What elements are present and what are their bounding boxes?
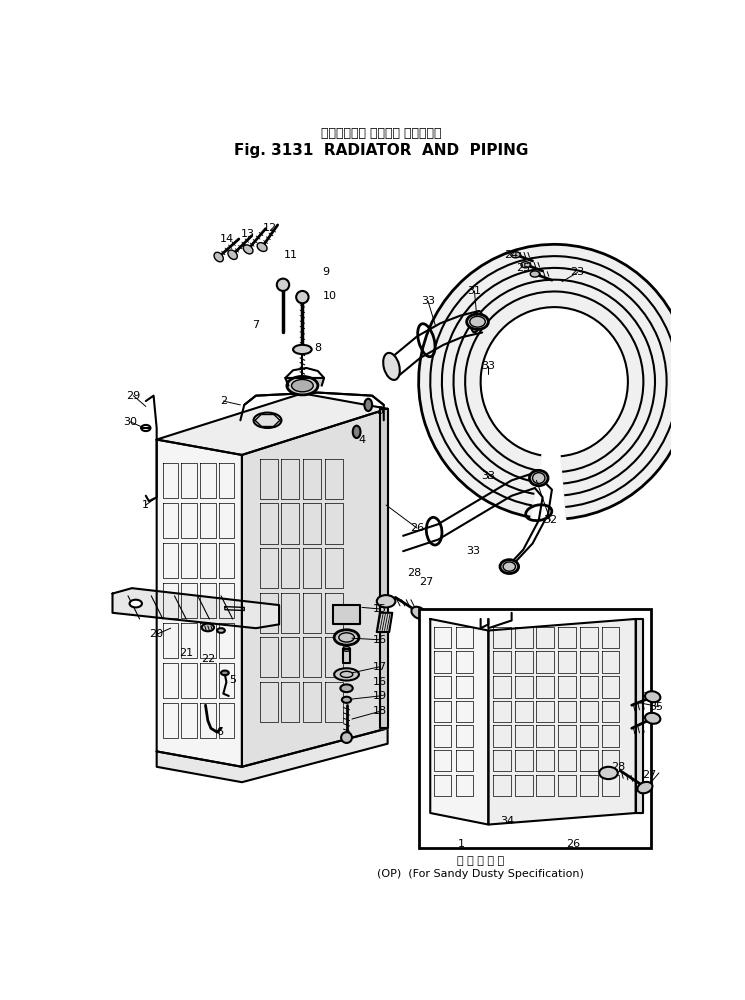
- Text: 25: 25: [516, 263, 530, 273]
- Ellipse shape: [130, 600, 142, 607]
- Ellipse shape: [253, 413, 282, 428]
- Text: 17: 17: [372, 662, 387, 672]
- Text: 33: 33: [421, 296, 435, 306]
- Text: 15: 15: [373, 604, 387, 614]
- Polygon shape: [285, 378, 324, 386]
- Ellipse shape: [293, 345, 311, 354]
- Text: 24: 24: [504, 250, 519, 260]
- Text: 22: 22: [200, 654, 215, 664]
- Text: ラジエータ　 および　 パイピング: ラジエータ および パイピング: [321, 127, 442, 140]
- Text: 33: 33: [466, 546, 480, 556]
- Ellipse shape: [341, 732, 352, 743]
- Ellipse shape: [221, 671, 229, 675]
- Ellipse shape: [277, 279, 289, 291]
- Polygon shape: [431, 619, 489, 825]
- Ellipse shape: [214, 252, 223, 262]
- Text: 30: 30: [124, 417, 137, 427]
- Text: 35: 35: [650, 702, 664, 712]
- Ellipse shape: [364, 399, 372, 411]
- Text: 10: 10: [323, 291, 337, 301]
- Text: 19: 19: [372, 691, 387, 701]
- Text: 33: 33: [481, 471, 495, 481]
- Text: 18: 18: [372, 706, 387, 716]
- Polygon shape: [333, 605, 361, 624]
- Text: 29: 29: [127, 391, 141, 401]
- Ellipse shape: [383, 353, 400, 380]
- Ellipse shape: [472, 311, 482, 332]
- Polygon shape: [635, 619, 644, 813]
- Text: 31: 31: [467, 286, 481, 296]
- Text: 9: 9: [322, 267, 329, 277]
- Ellipse shape: [377, 595, 396, 607]
- Ellipse shape: [228, 250, 238, 259]
- Polygon shape: [419, 244, 690, 519]
- Ellipse shape: [297, 291, 308, 303]
- Ellipse shape: [530, 271, 539, 277]
- Text: 砂 塵 地 仕 様: 砂 塵 地 仕 様: [457, 856, 504, 866]
- Polygon shape: [156, 728, 387, 782]
- Text: 13: 13: [241, 229, 255, 239]
- Text: 14: 14: [219, 234, 233, 244]
- Ellipse shape: [645, 691, 660, 702]
- Polygon shape: [156, 393, 387, 455]
- Polygon shape: [343, 649, 350, 663]
- Text: 16: 16: [373, 677, 387, 687]
- Text: 34: 34: [501, 816, 515, 826]
- Text: 11: 11: [284, 250, 298, 260]
- Ellipse shape: [411, 607, 426, 619]
- Text: 36: 36: [643, 692, 656, 702]
- Ellipse shape: [638, 782, 653, 793]
- Text: 1: 1: [142, 500, 149, 510]
- Ellipse shape: [340, 684, 352, 692]
- Ellipse shape: [599, 767, 618, 779]
- Ellipse shape: [645, 713, 660, 724]
- Text: 23: 23: [571, 267, 585, 277]
- Ellipse shape: [511, 252, 520, 258]
- Ellipse shape: [521, 262, 530, 268]
- Ellipse shape: [244, 245, 253, 254]
- Ellipse shape: [257, 243, 267, 251]
- Text: 27: 27: [642, 770, 656, 780]
- Bar: [419, 609, 651, 848]
- Text: 4: 4: [358, 435, 366, 445]
- Ellipse shape: [335, 630, 359, 645]
- Text: 3: 3: [376, 406, 384, 416]
- Ellipse shape: [342, 697, 351, 703]
- Text: 33: 33: [481, 361, 495, 371]
- Ellipse shape: [202, 624, 214, 631]
- Ellipse shape: [217, 628, 225, 633]
- Text: 6: 6: [216, 727, 223, 737]
- Ellipse shape: [352, 426, 361, 438]
- Ellipse shape: [291, 379, 313, 392]
- Text: 26: 26: [410, 523, 424, 533]
- Text: 27: 27: [419, 577, 434, 587]
- Text: (OP)  (For Sandy Dusty Specification): (OP) (For Sandy Dusty Specification): [377, 869, 584, 879]
- Polygon shape: [156, 440, 242, 767]
- Text: 21: 21: [179, 648, 193, 658]
- Text: 5: 5: [229, 675, 236, 685]
- Ellipse shape: [530, 470, 548, 486]
- Text: 20: 20: [150, 629, 164, 639]
- Text: 28: 28: [408, 568, 422, 578]
- Ellipse shape: [466, 314, 489, 329]
- Polygon shape: [112, 588, 279, 628]
- Text: 12: 12: [263, 223, 277, 233]
- Ellipse shape: [500, 560, 519, 574]
- Polygon shape: [242, 409, 387, 767]
- Text: 16: 16: [373, 635, 387, 645]
- Polygon shape: [489, 619, 635, 825]
- Text: 26: 26: [566, 839, 580, 849]
- Text: 2: 2: [220, 396, 227, 406]
- Text: 8: 8: [314, 343, 321, 353]
- Text: 32: 32: [543, 515, 557, 525]
- Text: 7: 7: [253, 320, 259, 330]
- Text: 1: 1: [457, 839, 465, 849]
- Text: 28: 28: [612, 762, 626, 772]
- Text: Fig. 3131  RADIATOR  AND  PIPING: Fig. 3131 RADIATOR AND PIPING: [234, 143, 529, 158]
- Polygon shape: [377, 613, 393, 632]
- Polygon shape: [380, 409, 387, 728]
- Ellipse shape: [287, 376, 318, 395]
- Ellipse shape: [335, 668, 359, 681]
